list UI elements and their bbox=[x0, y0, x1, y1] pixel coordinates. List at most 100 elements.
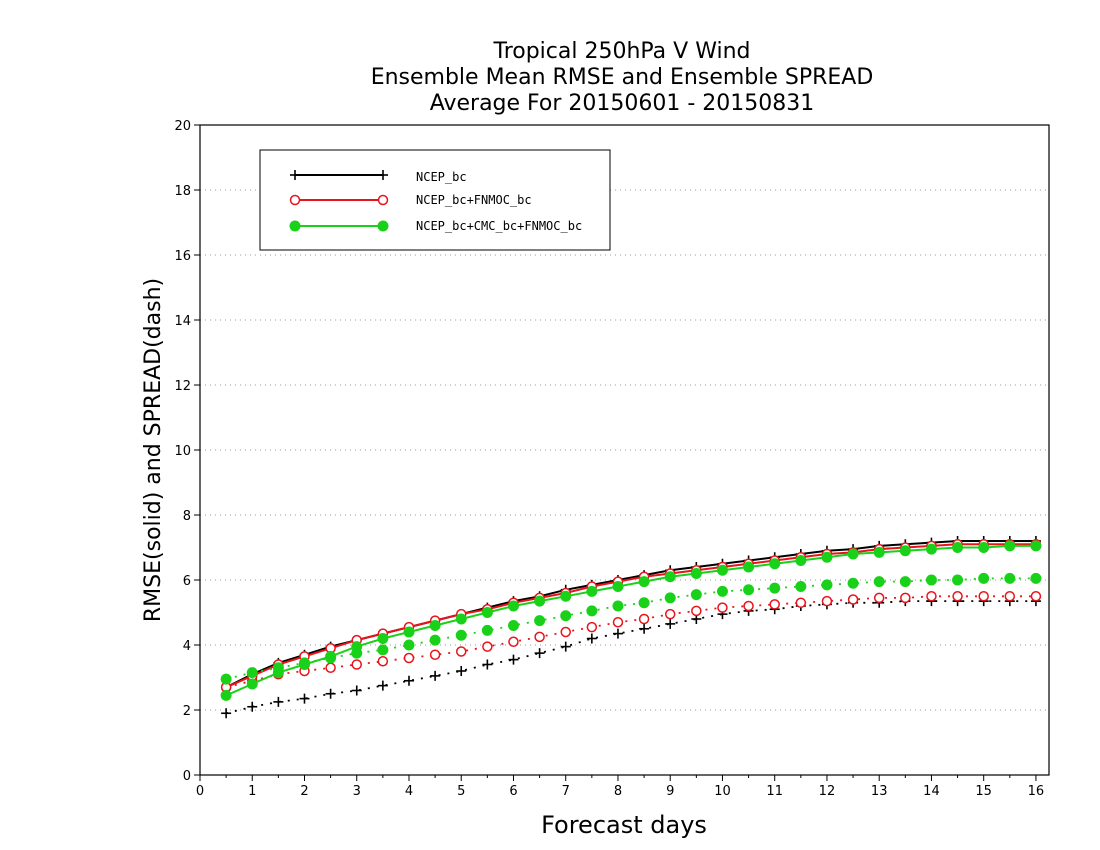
series-1-spread-point bbox=[717, 602, 728, 613]
series-2-spread-point bbox=[429, 634, 441, 646]
series-2-spread-point bbox=[455, 629, 467, 641]
series-2-spread-point bbox=[481, 624, 493, 636]
series-2-spread-point bbox=[978, 572, 990, 584]
x-tick-label: 5 bbox=[457, 784, 465, 799]
y-tick-label: 12 bbox=[174, 379, 191, 394]
legend: NCEP_bc NCEP_bc+FNMOC_bc NCEP_bc+CMC_bc+… bbox=[259, 149, 611, 251]
series-2-rmse-point bbox=[952, 542, 964, 553]
series-0-spread-point bbox=[560, 641, 571, 652]
series-2-spread-line bbox=[225, 577, 1036, 680]
series-2-spread-point bbox=[716, 585, 728, 597]
series-2-spread-point bbox=[899, 576, 911, 588]
series-1-spread-point bbox=[743, 600, 754, 612]
series-1-spread-point bbox=[847, 594, 859, 605]
series-2-rmse-point bbox=[638, 576, 650, 588]
series-2-spread-point bbox=[952, 574, 964, 586]
series-2-rmse-point bbox=[534, 595, 546, 607]
legend-label-ncep-bc: NCEP_bc bbox=[416, 170, 467, 184]
series-2-spread-point bbox=[873, 576, 885, 588]
series-2-rmse-point bbox=[429, 620, 441, 631]
y-axis: 0 2 4 6 8 10 12 14 16 18 20 bbox=[174, 119, 200, 784]
series-2-rmse-point bbox=[769, 558, 781, 570]
series-2-spread-point bbox=[847, 577, 859, 589]
series-2-rmse-point bbox=[612, 581, 624, 592]
x-tick-label: 14 bbox=[923, 784, 940, 799]
series-2-spread-point bbox=[925, 574, 937, 586]
series-2-rmse-point bbox=[899, 545, 911, 557]
series-2-rmse-point bbox=[821, 551, 833, 563]
y-tick-label: 6 bbox=[183, 574, 191, 589]
series-0-spread-point bbox=[403, 675, 414, 686]
series-0-spread-point bbox=[665, 618, 676, 629]
legend-label-ncep-bc-cmc-bc-fnmoc-bc: NCEP_bc+CMC_bc+FNMOC_bc bbox=[416, 219, 582, 233]
series-0-spread-point bbox=[482, 659, 493, 670]
x-tick-label: 2 bbox=[300, 784, 308, 799]
x-tick-label: 11 bbox=[766, 784, 783, 799]
legend-marker-2 bbox=[377, 220, 389, 232]
y-axis-label: RMSE(solid) and SPREAD(dash) bbox=[141, 278, 166, 622]
series-2-spread-point bbox=[560, 610, 572, 622]
series-2-rmse-point bbox=[403, 626, 415, 638]
series-2-spread-point bbox=[612, 600, 624, 612]
series-2-rmse-point bbox=[925, 543, 937, 555]
y-tick-label: 10 bbox=[174, 444, 191, 459]
series-2-rmse-point bbox=[847, 548, 859, 560]
x-tick-label: 6 bbox=[509, 784, 517, 799]
series-2-rmse-point bbox=[1030, 540, 1042, 552]
series-2-spread-point bbox=[586, 605, 598, 617]
series-0-spread-point bbox=[351, 685, 362, 696]
series-1-spread-point bbox=[351, 659, 362, 670]
series-0-spread-point bbox=[456, 666, 467, 676]
series-1-spread-point bbox=[1004, 591, 1016, 602]
series-2-spread-point bbox=[769, 582, 781, 594]
series-2-rmse-point bbox=[743, 561, 755, 573]
series-0-spread-point bbox=[221, 708, 232, 719]
series-1-rmse-line bbox=[225, 543, 1036, 689]
series-2-rmse-point bbox=[246, 678, 258, 690]
series-2-spread-point bbox=[795, 581, 807, 592]
y-tick-label: 18 bbox=[174, 184, 191, 199]
x-tick-label: 12 bbox=[819, 784, 836, 799]
series-2-spread-point bbox=[377, 644, 389, 656]
chart-title-line-2: Ensemble Mean RMSE and Ensemble SPREAD bbox=[371, 65, 874, 90]
series-0-spread-point bbox=[430, 670, 441, 681]
series-1-spread-point bbox=[952, 591, 963, 602]
series-2-rmse-point bbox=[560, 590, 572, 602]
series-0-spread-point bbox=[273, 696, 284, 707]
series-2-rmse-point bbox=[978, 542, 990, 553]
series-0-spread-point bbox=[299, 693, 310, 704]
series-2-rmse-point bbox=[507, 600, 519, 612]
series-2-spread-point bbox=[821, 579, 833, 591]
series-1-spread-point bbox=[508, 636, 519, 647]
series-2-rmse-line bbox=[225, 544, 1036, 697]
series-0-spread-point bbox=[377, 680, 388, 691]
series-2-rmse-point bbox=[690, 568, 702, 579]
series-1-spread-point bbox=[482, 641, 493, 652]
series-0-spread-line bbox=[225, 600, 1036, 715]
series-2-rmse-point bbox=[664, 571, 676, 583]
series-1-spread-point bbox=[455, 646, 467, 657]
x-tick-label: 3 bbox=[353, 784, 361, 799]
series-0-spread-point bbox=[586, 633, 597, 644]
series-0-rmse-line bbox=[225, 540, 1036, 689]
legend-marker-1 bbox=[289, 194, 301, 206]
legend-marker-2 bbox=[289, 220, 301, 232]
chart-title: Tropical 250hPa V Wind Ensemble Mean RMS… bbox=[371, 39, 874, 116]
series-2-rmse-point bbox=[325, 650, 337, 662]
x-axis-label: Forecast days bbox=[541, 811, 707, 839]
y-tick-label: 4 bbox=[183, 639, 191, 654]
series-1-spread-point bbox=[795, 597, 807, 608]
gridlines bbox=[200, 189, 1049, 711]
series-0-spread-point bbox=[325, 688, 336, 699]
series-2-rmse-point bbox=[716, 564, 728, 576]
legend-marker-0 bbox=[378, 170, 388, 180]
series-1-spread-point bbox=[821, 595, 833, 607]
y-tick-label: 16 bbox=[174, 249, 191, 264]
x-tick-label: 9 bbox=[666, 784, 674, 799]
series-2-rmse-point bbox=[220, 689, 232, 701]
series-2-spread-point bbox=[743, 584, 755, 596]
series-2-rmse-point bbox=[351, 641, 363, 653]
x-tick-label: 1 bbox=[248, 784, 256, 799]
series-2-rmse-point bbox=[481, 607, 493, 618]
x-tick-label: 4 bbox=[405, 784, 413, 799]
